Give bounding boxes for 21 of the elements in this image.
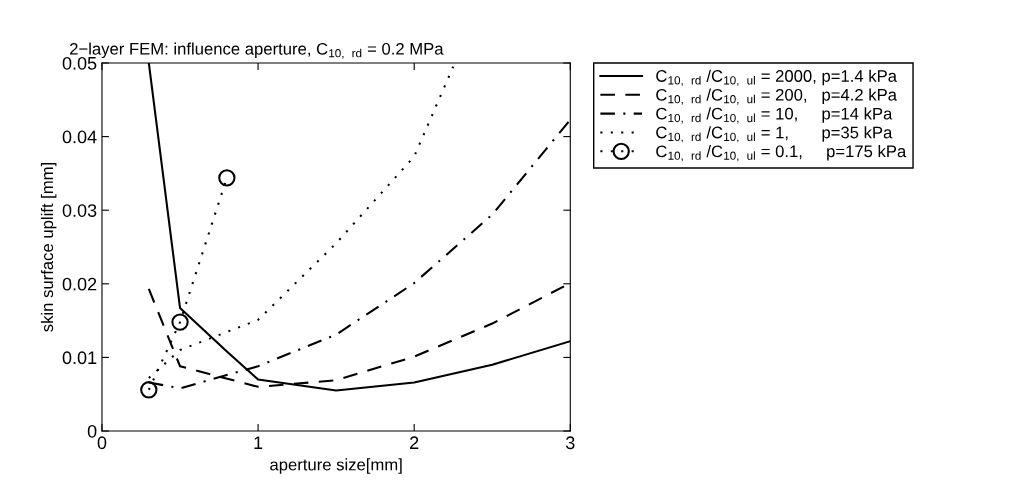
y-tick-label: 0 — [87, 424, 97, 438]
x-tick-label: 1 — [254, 436, 263, 449]
x-tick-label: 0 — [97, 436, 107, 450]
legend-label: C$_{10, rd}$ /C$_{10, ul}$ = 200, p=4.2 kPa — [656, 88, 897, 105]
legend-label: C$_{10, rd}$ /C$_{10, ul}$ = 0.1, p=175 kPa — [656, 144, 907, 162]
y-axis-title: skin surface uplift [mm] — [40, 162, 57, 332]
y-tick-label: 0.02 — [62, 277, 97, 291]
x-tick-label: 2 — [410, 436, 419, 449]
y-tick-label: 0.05 — [62, 56, 97, 70]
legend-label: C$_{10, rd}$ /C$_{10, ul}$ = 10, p=14 kPa — [656, 107, 893, 124]
y-tick-label: 0.01 — [62, 351, 97, 365]
point — [171, 313, 189, 331]
legend-label: C$_{10, rd}$ /C$_{10, ul}$ = 2000, p=1.4 kPa — [656, 69, 897, 86]
y-tick-label: 0.03 — [62, 204, 97, 217]
y-tick-label: 0.04 — [62, 130, 97, 144]
x-axis-title: aperture size[mm] — [270, 458, 402, 474]
point — [218, 169, 236, 187]
point — [140, 381, 158, 399]
x-tick-label: 3 — [565, 436, 575, 450]
legend-label: C$_{10, rd}$ /C$_{10, ul}$ = 1, p=35 kPa — [656, 126, 893, 143]
chart-title: 2−layer FEM: influence aperture, C$_{10, rd}$ = 0.2 MPa — [70, 42, 444, 59]
